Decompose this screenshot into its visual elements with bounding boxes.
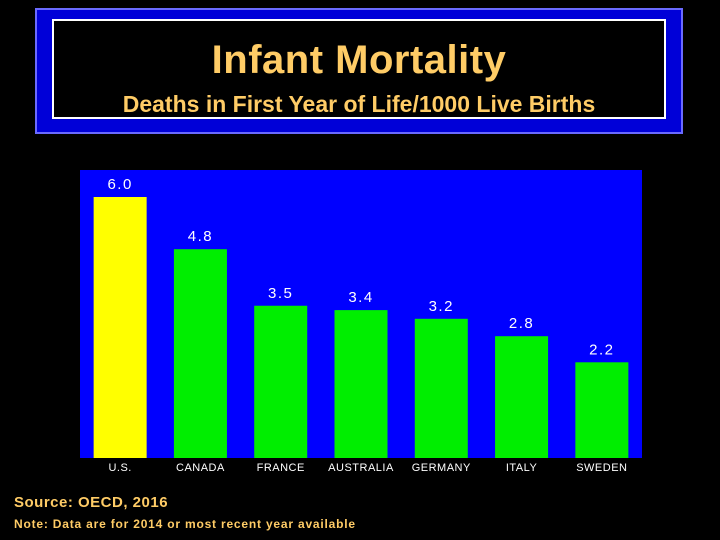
bar-us (93, 197, 147, 458)
bar-sweden (575, 362, 629, 458)
category-label: SWEDEN (576, 462, 627, 474)
bar-france (254, 305, 308, 458)
value-label: 4.8 (188, 228, 213, 245)
category-label: AUSTRALIA (328, 462, 394, 474)
category-label: GERMANY (412, 462, 471, 474)
value-label: 3.5 (268, 285, 293, 302)
source-text: Source: OECD, 2016 (14, 494, 169, 511)
bar-australia (334, 310, 388, 458)
bar-germany (414, 318, 468, 458)
value-label: 3.2 (429, 298, 454, 315)
value-label: 3.4 (348, 289, 373, 306)
title-panel: Infant Mortality Deaths in First Year of… (35, 8, 683, 134)
bar-canada (173, 249, 227, 458)
category-label: U.S. (108, 462, 131, 474)
bar-italy (495, 336, 549, 458)
title-frame: Infant Mortality Deaths in First Year of… (52, 19, 666, 119)
category-label: ITALY (506, 462, 538, 474)
value-label: 6.0 (107, 176, 132, 193)
category-label: FRANCE (257, 462, 305, 474)
chart-title: Infant Mortality (211, 38, 507, 82)
category-label: CANADA (176, 462, 225, 474)
note-text: Note: Data are for 2014 or most recent y… (14, 517, 356, 531)
chart-subtitle: Deaths in First Year of Life/1000 Live B… (122, 91, 596, 117)
value-label: 2.8 (509, 315, 534, 332)
value-label: 2.2 (589, 341, 614, 358)
